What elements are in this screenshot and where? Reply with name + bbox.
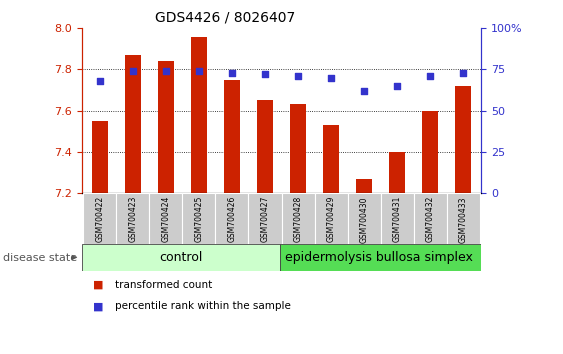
Point	[327, 75, 336, 81]
Bar	[315, 193, 347, 244]
Point	[95, 78, 104, 84]
Bar	[381, 193, 414, 244]
Text: GDS4426 / 8026407: GDS4426 / 8026407	[155, 11, 296, 25]
Bar	[83, 193, 117, 244]
Point	[227, 70, 236, 76]
Bar	[323, 125, 339, 193]
Point	[128, 68, 137, 74]
Point	[194, 68, 203, 74]
Bar	[422, 111, 439, 193]
Bar	[280, 244, 481, 271]
Text: GSM700433: GSM700433	[459, 196, 468, 242]
Point	[459, 70, 468, 76]
Bar	[117, 193, 149, 244]
Point	[162, 68, 171, 74]
Text: GSM700431: GSM700431	[392, 196, 401, 242]
Text: percentile rank within the sample: percentile rank within the sample	[115, 301, 291, 311]
Bar	[290, 104, 306, 193]
Text: GSM700424: GSM700424	[162, 196, 171, 242]
Bar	[182, 193, 216, 244]
Text: GSM700422: GSM700422	[95, 196, 104, 242]
Text: GSM700428: GSM700428	[293, 196, 302, 242]
Bar	[257, 100, 273, 193]
Bar	[248, 193, 282, 244]
Bar	[92, 121, 108, 193]
Text: GSM700425: GSM700425	[194, 196, 203, 242]
Bar	[216, 193, 248, 244]
Text: GSM700430: GSM700430	[360, 196, 369, 242]
Bar	[224, 80, 240, 193]
Text: GSM700432: GSM700432	[426, 196, 435, 242]
Text: GSM700427: GSM700427	[261, 196, 270, 242]
Bar	[282, 193, 315, 244]
Bar	[446, 193, 480, 244]
Bar	[191, 36, 207, 193]
Point	[360, 88, 369, 94]
Bar	[149, 193, 182, 244]
Text: disease state: disease state	[3, 252, 77, 263]
Bar	[158, 61, 174, 193]
Point	[293, 73, 302, 79]
Bar	[455, 86, 471, 193]
Bar	[124, 55, 141, 193]
Text: ■: ■	[93, 280, 104, 290]
Text: GSM700426: GSM700426	[227, 196, 236, 242]
Text: GSM700423: GSM700423	[128, 196, 137, 242]
Text: control: control	[159, 251, 203, 264]
Bar	[356, 178, 372, 193]
Bar	[82, 244, 280, 271]
Text: ■: ■	[93, 301, 104, 311]
Bar	[389, 152, 405, 193]
Bar	[414, 193, 446, 244]
Text: epidermolysis bullosa simplex: epidermolysis bullosa simplex	[285, 251, 473, 264]
Text: transformed count: transformed count	[115, 280, 213, 290]
Point	[426, 73, 435, 79]
Point	[261, 72, 270, 77]
Point	[392, 83, 401, 89]
Bar	[347, 193, 381, 244]
Text: GSM700429: GSM700429	[327, 196, 336, 242]
